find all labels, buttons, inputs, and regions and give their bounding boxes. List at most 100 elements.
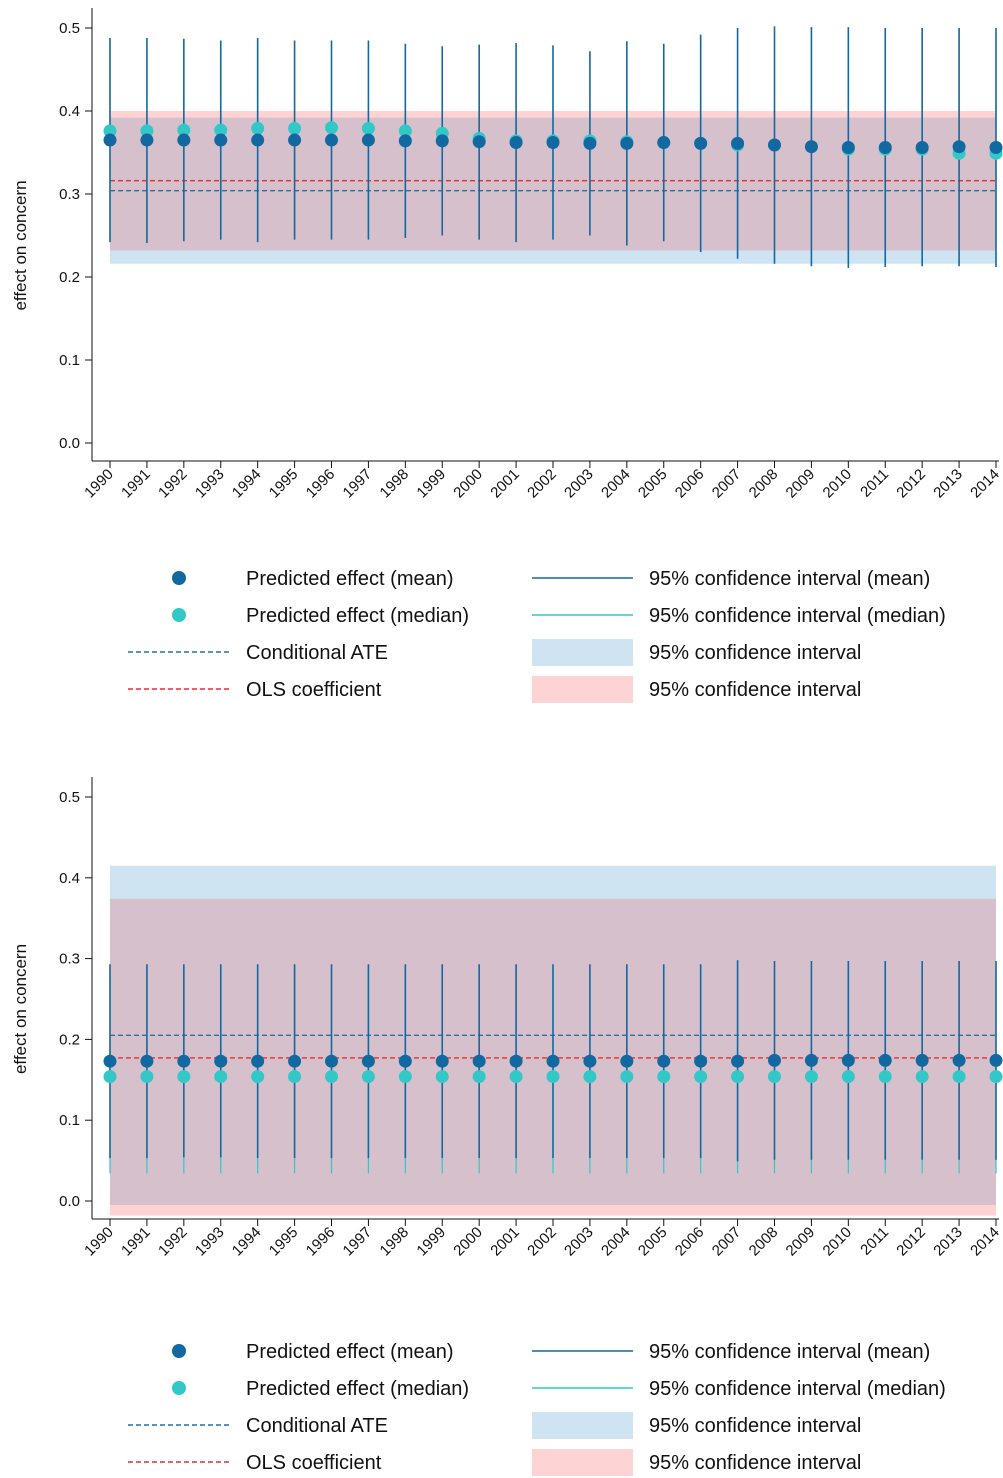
mean-point	[325, 1054, 338, 1068]
legend-label-ci-median: 95% confidence interval (median)	[649, 1378, 946, 1400]
legend-label-ols-band: 95% confidence interval	[649, 679, 861, 701]
mean-point	[103, 1054, 117, 1068]
x-tick-label: 2004	[598, 466, 634, 502]
mean-point	[731, 136, 745, 150]
x-tick-label: 2005	[635, 1224, 671, 1260]
x-tick-label: 1991	[118, 1224, 154, 1260]
y-tick-label: 0.0	[59, 435, 80, 452]
mean-point	[694, 136, 708, 150]
x-tick-label: 2003	[561, 1224, 597, 1260]
mean-point	[472, 1054, 486, 1068]
mean-point	[361, 133, 375, 147]
y-tick-label: 0.5	[59, 20, 80, 37]
mean-point	[361, 1054, 375, 1068]
x-tick-label: 1994	[229, 466, 265, 502]
mean-point	[214, 1054, 228, 1068]
x-tick-label: 2000	[450, 1224, 486, 1260]
median-point	[325, 121, 338, 135]
mean-point	[878, 141, 892, 155]
x-tick-label: 1999	[413, 466, 449, 502]
median-point	[915, 1070, 929, 1084]
median-point	[103, 1070, 117, 1084]
mean-point	[398, 1054, 412, 1068]
x-tick-label: 1998	[377, 466, 413, 502]
mean-point	[620, 1054, 634, 1068]
legend-median-marker	[172, 1381, 186, 1395]
x-tick-label: 1994	[229, 1224, 265, 1260]
median-point	[177, 123, 191, 137]
x-tick-label: 2011	[857, 1224, 892, 1259]
y-tick-label: 0.2	[59, 1031, 80, 1048]
x-tick-label: 1997	[340, 1224, 376, 1260]
x-tick-label: 2009	[783, 1224, 819, 1260]
median-point	[841, 1070, 855, 1084]
mean-point	[768, 1053, 781, 1067]
y-tick-label: 0.2	[59, 269, 80, 286]
y-axis-title: effect on concern	[11, 944, 30, 1074]
median-point	[657, 1070, 671, 1084]
mean-point	[325, 133, 338, 147]
mean-point	[177, 1054, 191, 1068]
x-tick-label: 1990	[81, 1224, 117, 1260]
x-tick-label: 1993	[192, 466, 228, 502]
legend-label-mean: Predicted effect (mean)	[246, 1341, 454, 1363]
x-tick-label: 2002	[524, 1224, 560, 1260]
y-tick-label: 0.0	[59, 1193, 80, 1210]
y-tick-label: 0.1	[59, 352, 80, 369]
x-tick-label: 2014	[967, 1224, 1003, 1260]
x-tick-label: 2000	[450, 466, 486, 502]
mean-point	[546, 136, 560, 150]
median-point	[288, 1070, 302, 1084]
x-tick-label: 2007	[709, 466, 745, 502]
x-tick-label: 2013	[930, 466, 966, 502]
mean-point	[398, 134, 412, 148]
x-tick-label: 2007	[709, 1224, 745, 1260]
median-point	[583, 1070, 597, 1084]
x-tick-label: 1999	[413, 1224, 449, 1260]
legend-label-ci-median: 95% confidence interval (median)	[649, 605, 946, 627]
legend-label-ate-band: 95% confidence interval	[649, 642, 861, 664]
median-point	[509, 1070, 523, 1084]
mean-point	[989, 141, 1003, 155]
mean-point	[583, 136, 597, 150]
median-point	[140, 1070, 154, 1084]
median-point	[989, 1070, 1003, 1084]
x-tick-label: 2004	[598, 1224, 634, 1260]
legend-label-ate: Conditional ATE	[246, 1415, 388, 1437]
mean-point	[768, 138, 781, 152]
mean-point	[177, 133, 191, 147]
mean-point	[989, 1053, 1003, 1067]
mean-point	[952, 1053, 966, 1067]
x-tick-label: 2012	[893, 466, 929, 502]
legend-label-ols-band: 95% confidence interval	[649, 1452, 861, 1474]
mean-point	[288, 1054, 302, 1068]
mean-point	[288, 133, 302, 147]
mean-point	[251, 133, 265, 147]
x-tick-label: 1992	[155, 466, 191, 502]
median-point	[620, 1070, 634, 1084]
x-tick-label: 2013	[930, 1224, 966, 1260]
mean-point	[140, 1054, 154, 1068]
median-point	[878, 1070, 892, 1084]
median-point	[251, 1070, 265, 1084]
legend-label-ols: OLS coefficient	[246, 1452, 382, 1474]
mean-point	[915, 1053, 929, 1067]
legend-label-median: Predicted effect (median)	[246, 1378, 469, 1400]
median-point	[325, 1070, 338, 1084]
median-point	[361, 121, 375, 135]
median-point	[398, 1070, 412, 1084]
mean-point	[583, 1054, 597, 1068]
mean-point	[140, 133, 154, 147]
mean-point	[509, 1054, 523, 1068]
legend-median-marker	[172, 608, 186, 622]
mean-point	[804, 140, 818, 154]
legend: Predicted effect (mean) Predicted effect …	[128, 568, 946, 703]
mean-point	[214, 133, 228, 147]
median-point	[952, 1070, 966, 1084]
median-point	[435, 1070, 449, 1084]
median-point	[288, 121, 302, 135]
x-tick-label: 2006	[672, 466, 708, 502]
legend-label-ols: OLS coefficient	[246, 679, 382, 701]
